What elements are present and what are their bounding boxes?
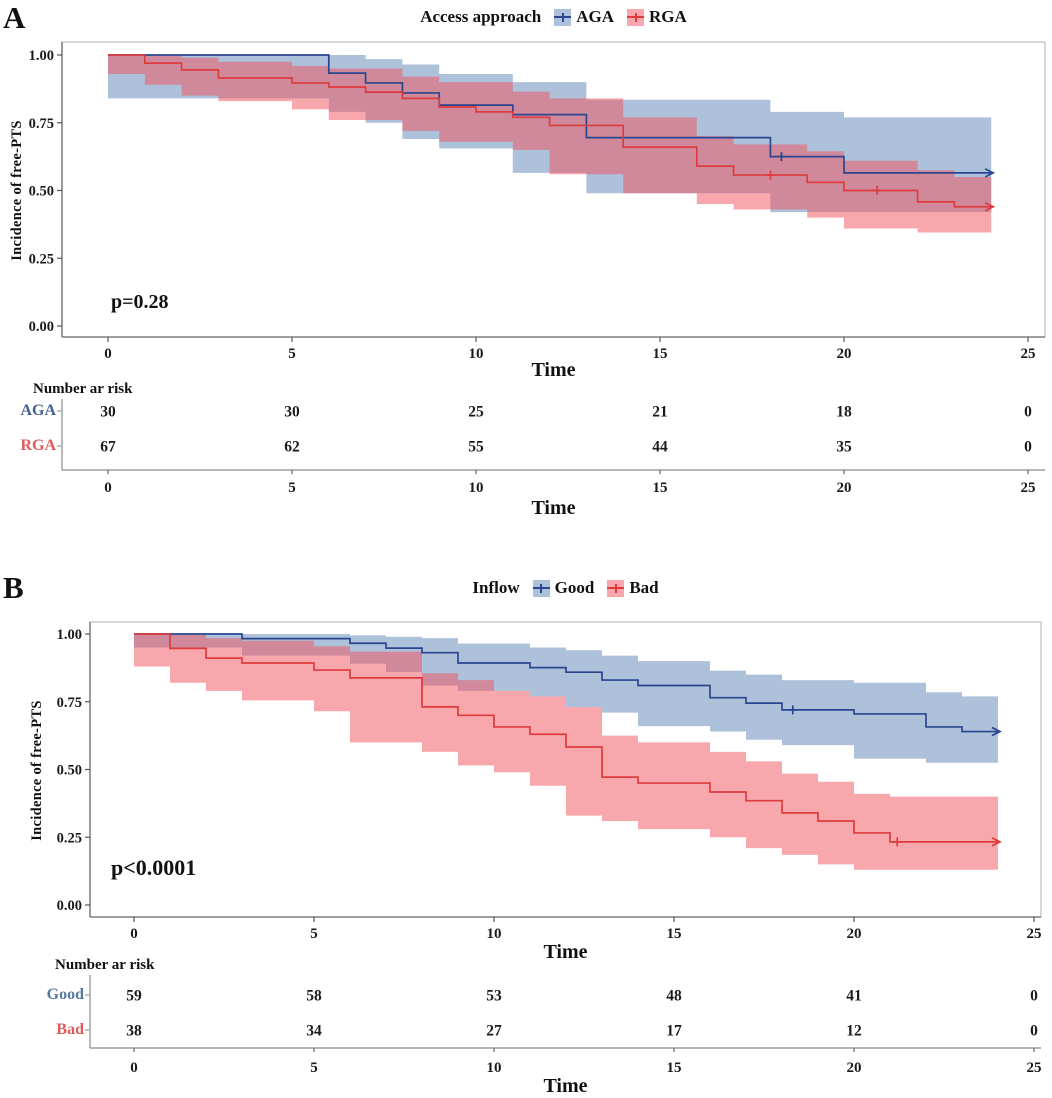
risk-count: 55 (468, 439, 484, 456)
risk-tick-label: 0 (130, 1060, 138, 1076)
x-tick-label: 15 (653, 346, 668, 362)
risk-count: 30 (284, 404, 300, 421)
risk-row-label-aga: AGA (20, 402, 56, 419)
risk-count: 67 (100, 439, 116, 456)
legend-item-bad: Bad (607, 578, 659, 598)
risk-tick-label: 15 (653, 480, 668, 496)
x-tick-label: 0 (104, 346, 112, 362)
risk-count: 0 (1024, 439, 1032, 456)
legend-a: Access approach AGA RGA (62, 7, 1045, 27)
y-tick-label: 0.25 (57, 830, 82, 846)
y-tick-label: 0.00 (29, 319, 54, 335)
legend-item-rga: RGA (627, 7, 687, 27)
x-tick-label: 20 (837, 346, 852, 362)
x-tick-label: 5 (310, 926, 318, 942)
end-arrow-marker (984, 168, 996, 178)
legend-item-aga: AGA (554, 7, 614, 27)
risk-count: 58 (306, 988, 322, 1005)
risk-tick-label: 10 (487, 1060, 502, 1076)
legend-title-a: Access approach (420, 7, 542, 26)
risk-x-axis-label-b: Time (543, 1075, 588, 1097)
risk-count: 44 (652, 439, 668, 456)
legend-label-good: Good (554, 578, 595, 597)
risk-count: 25 (468, 404, 484, 421)
x-axis-label-a: Time (531, 359, 576, 381)
x-tick-label: 25 (1027, 926, 1042, 942)
risk-tick-label: 5 (310, 1060, 318, 1076)
km-line-rga (108, 54, 992, 208)
bad-key-icon (607, 579, 625, 597)
y-tick-label: 0.50 (57, 763, 82, 779)
risk-count: 17 (666, 1023, 682, 1040)
x-tick-label: 5 (288, 346, 296, 362)
legend-label-aga: AGA (576, 7, 615, 26)
x-tick-label: 0 (130, 926, 138, 942)
y-tick-label: 1.00 (57, 627, 82, 643)
x-tick-label: 15 (667, 926, 682, 942)
y-tick-label: 0.75 (29, 116, 54, 132)
risk-count: 48 (666, 988, 682, 1005)
pvalue-b: p<0.0001 (111, 855, 197, 880)
risk-row-label-bad: Bad (56, 1021, 84, 1038)
risk-table-title-a: Number ar risk (33, 381, 133, 397)
y-tick-label: 0.50 (29, 184, 54, 200)
risk-row-label-good: Good (46, 986, 84, 1003)
risk-count: 12 (846, 1023, 862, 1040)
risk-count: 30 (100, 404, 116, 421)
km-line-bad (134, 633, 998, 843)
risk-table-title-b: Number ar risk (55, 957, 155, 973)
aga-key-icon (554, 8, 572, 26)
risk-count: 27 (486, 1023, 502, 1040)
rga-key-icon (627, 8, 645, 26)
ci-band-rga (108, 55, 992, 233)
risk-tick-label: 25 (1027, 1060, 1042, 1076)
risk-tick-label: 5 (288, 480, 296, 496)
risk-tick-label: 20 (847, 1060, 862, 1076)
x-tick-label: 20 (847, 926, 862, 942)
risk-count: 34 (306, 1023, 322, 1040)
legend-b: Inflow Good Bad (90, 578, 1041, 598)
x-tick-label: 10 (469, 346, 484, 362)
risk-tick-label: 20 (837, 480, 852, 496)
risk-count: 35 (836, 439, 852, 456)
risk-row-label-rga: RGA (20, 437, 56, 454)
panel-label-a: A (3, 0, 26, 35)
y-tick-label: 1.00 (29, 48, 54, 64)
risk-count: 41 (846, 988, 862, 1005)
risk-count: 0 (1030, 988, 1038, 1005)
end-arrow-marker (991, 726, 1002, 737)
y-tick-label: 0.25 (29, 251, 54, 267)
risk-count: 18 (836, 404, 852, 421)
x-tick-label: 25 (1021, 346, 1036, 362)
km-line-good (134, 633, 998, 733)
panel-label-b: B (3, 570, 24, 605)
risk-count: 38 (126, 1023, 142, 1040)
risk-count: 21 (652, 404, 668, 421)
risk-tick-label: 15 (667, 1060, 682, 1076)
x-tick-label: 10 (487, 926, 502, 942)
legend-label-rga: RGA (649, 7, 687, 26)
risk-count: 62 (284, 439, 300, 456)
pvalue-a: p=0.28 (111, 291, 169, 313)
risk-count: 0 (1024, 404, 1032, 421)
y-axis-label-a: Incidence of free-PTS (8, 119, 25, 261)
risk-count: 53 (486, 988, 502, 1005)
risk-count: 0 (1030, 1023, 1038, 1040)
end-arrow-marker (991, 837, 1002, 847)
legend-label-bad: Bad (629, 578, 659, 597)
risk-tick-label: 25 (1021, 480, 1036, 496)
risk-x-axis-label-a: Time (531, 497, 576, 519)
legend-title-b: Inflow (472, 578, 520, 597)
end-arrow-marker (984, 201, 996, 212)
legend-item-good: Good (532, 578, 595, 598)
y-tick-label: 0.75 (57, 695, 82, 711)
y-axis-label-b: Incidence of free-PTS (28, 699, 45, 841)
risk-tick-label: 0 (104, 480, 112, 496)
risk-tick-label: 10 (469, 480, 484, 496)
risk-count: 59 (126, 988, 142, 1005)
y-tick-label: 0.00 (57, 898, 82, 914)
good-key-icon (532, 579, 550, 597)
x-axis-label-b: Time (543, 941, 588, 963)
